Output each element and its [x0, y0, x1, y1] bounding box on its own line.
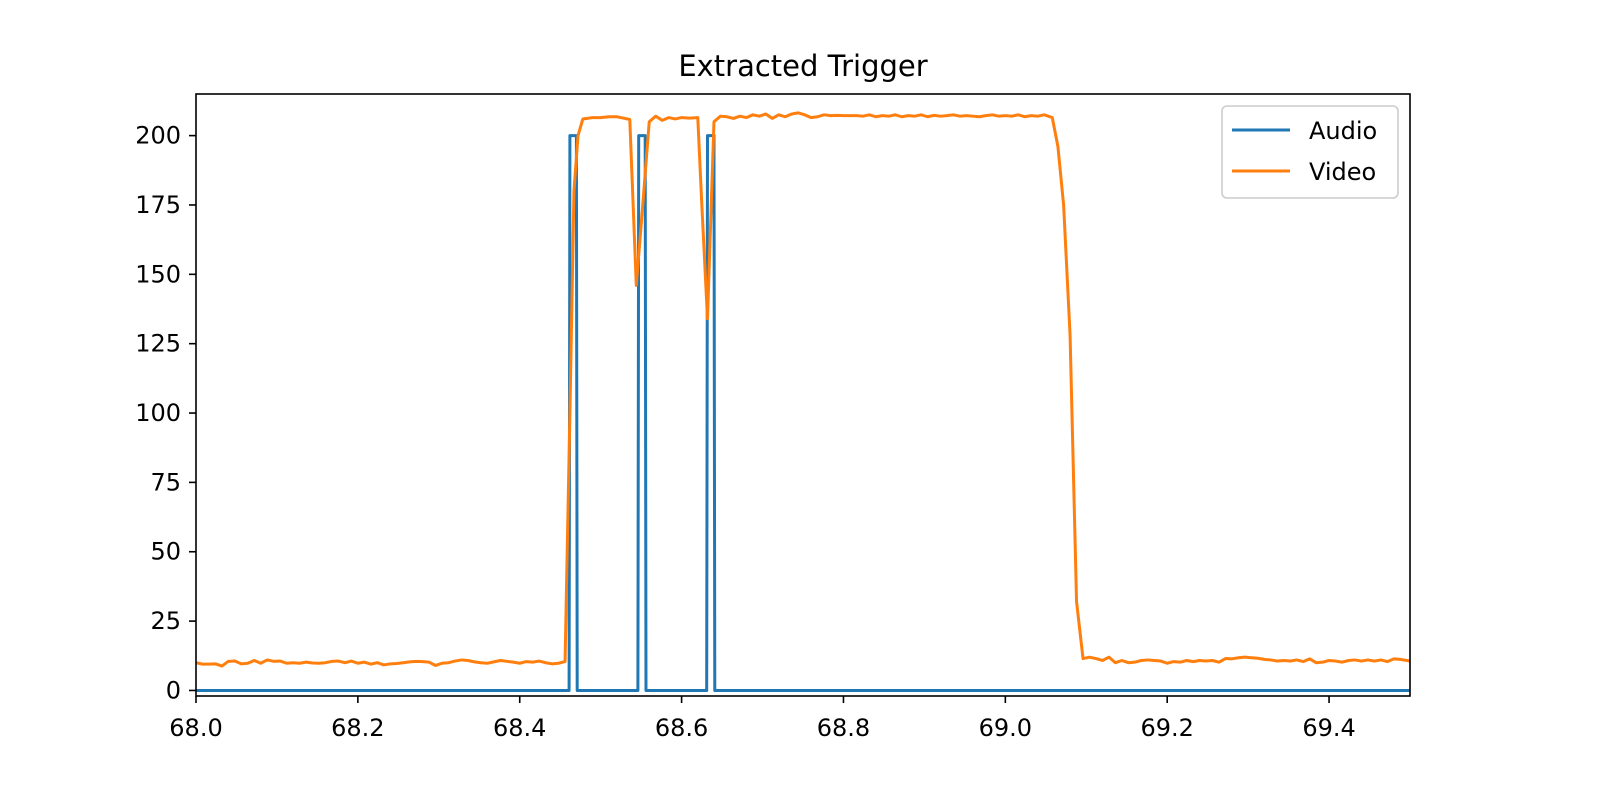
x-tick-label: 69.4	[1302, 714, 1355, 742]
series-line-video	[196, 111, 1410, 668]
x-tick-label: 68.8	[817, 714, 870, 742]
y-tick-label: 125	[135, 330, 181, 358]
x-tick-label: 68.2	[331, 714, 384, 742]
y-tick-label: 200	[135, 122, 181, 150]
legend: Audio Video	[1221, 105, 1399, 199]
y-tick-label: 100	[135, 399, 181, 427]
x-tick-label: 68.0	[169, 714, 222, 742]
y-tick-label: 25	[150, 607, 181, 635]
y-tick-label: 50	[150, 538, 181, 566]
y-tick-label: 150	[135, 260, 181, 288]
series-layer	[196, 111, 1410, 692]
x-tick-label: 69.0	[979, 714, 1032, 742]
ticks-layer: 68.0 68.2 68.4 68.6 68.8 69.0 69.2 69.4 0 25 50 75 1…	[135, 122, 1356, 742]
x-tick-label: 68.4	[493, 714, 546, 742]
y-tick-label: 175	[135, 191, 181, 219]
chart-title: Extracted Trigger	[678, 49, 927, 83]
legend-label-video: Video	[1309, 158, 1376, 186]
x-tick-label: 68.6	[655, 714, 708, 742]
y-tick-label: 0	[166, 676, 181, 704]
plot-frame	[195, 93, 1411, 697]
y-tick-label: 75	[150, 468, 181, 496]
x-tick-label: 69.2	[1140, 714, 1193, 742]
legend-label-audio: Audio	[1309, 117, 1377, 145]
